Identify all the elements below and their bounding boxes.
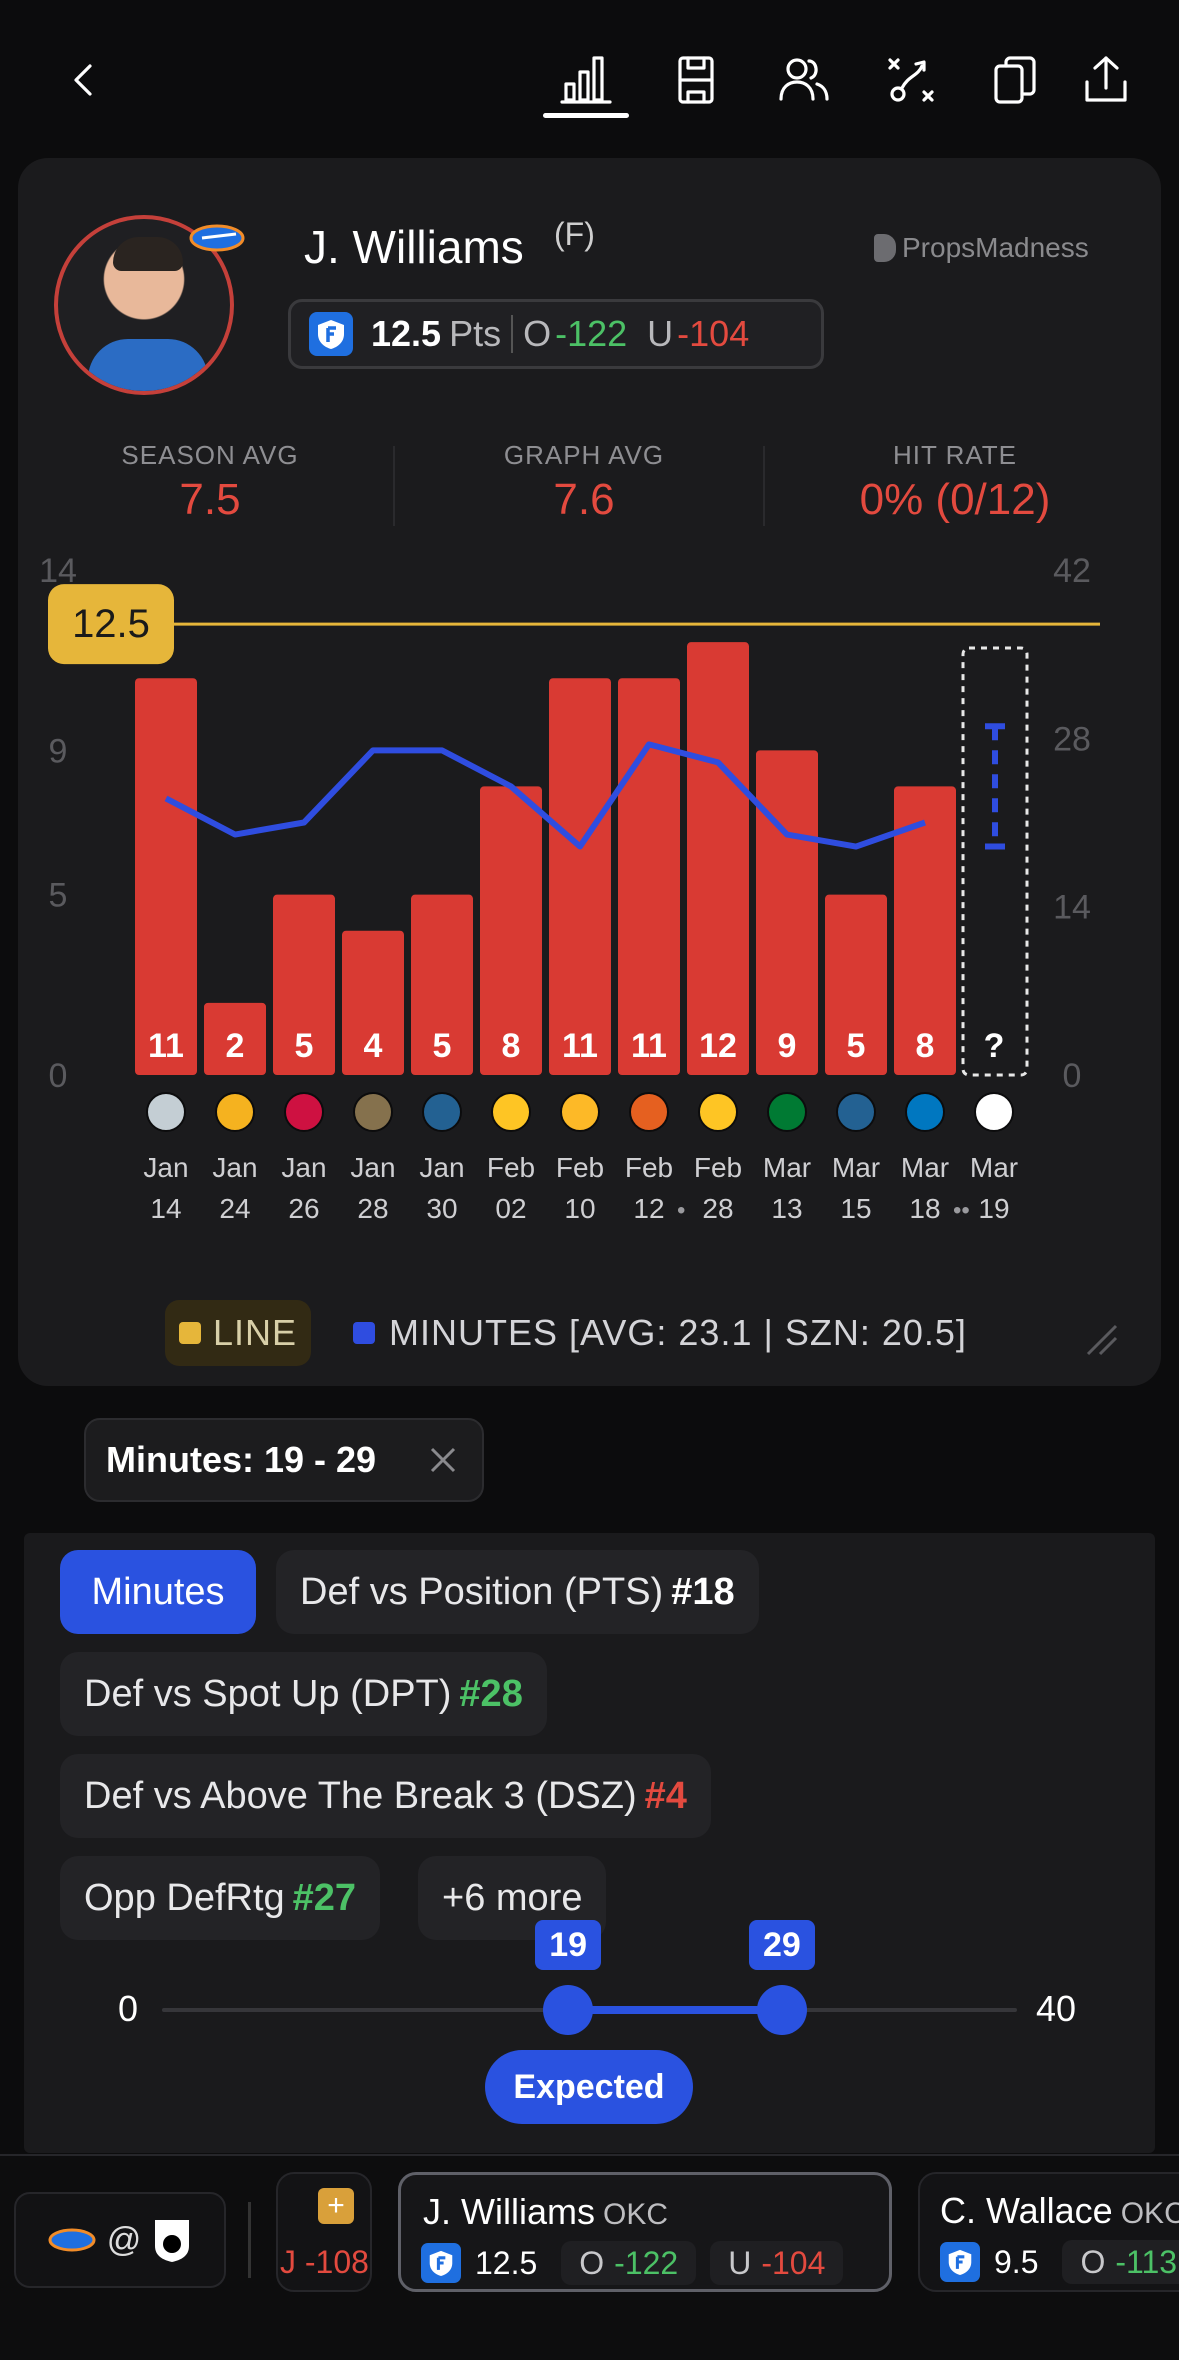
back-icon[interactable] [44,40,124,120]
season-avg-label: SEASON AVG [121,440,299,470]
legend-minutes[interactable]: MINUTES [AVG: 23.1 | SZN: 20.5] [323,1312,967,1354]
cards-icon[interactable] [976,40,1056,120]
next-player-row: 9.5 O -113 [940,2240,1179,2284]
matchup-box[interactable]: @ [14,2192,226,2288]
graph-avg-stat: GRAPH AVG 7.6 [466,440,702,525]
filter-def-vs-position[interactable]: Def vs Position (PTS) #18 [276,1550,759,1634]
hit-rate-label: HIT RATE [892,440,1018,470]
filter-def-vs-atb3[interactable]: Def vs Above The Break 3 (DSZ) #4 [60,1754,711,1838]
resize-icon[interactable] [1082,1320,1118,1356]
play-diagram-icon[interactable] [872,40,952,120]
filter-spot-up-label: Def vs Spot Up (DPT) [84,1672,452,1715]
matchup-at: @ [106,2220,142,2259]
filter-defrtg-label: Opp DefRtg [84,1876,285,1919]
filter-def-pos-label: Def vs Position (PTS) [300,1570,664,1613]
brand-logo: PropsMadness [874,232,1089,264]
legend-minutes-swatch [353,1322,376,1344]
graph-avg-value: 7.6 [553,475,615,524]
okc-logo-icon [189,224,245,252]
add-icon: + [318,2188,354,2224]
slider-low-value: 19 [535,1920,602,1970]
players-icon[interactable] [764,40,844,120]
active-filter-label: Minutes: 19 - 29 [106,1439,377,1480]
filter-atb3-label: Def vs Above The Break 3 (DSZ) [84,1774,637,1817]
season-avg-stat: SEASON AVG 7.5 [100,440,320,525]
player-card: J. Williams (F) PropsMadness 12.5 Pts O … [18,158,1161,1386]
filter-minutes[interactable]: Minutes [60,1550,256,1634]
legend-minutes-label: MINUTES [AVG: 23.1 | SZN: 20.5] [389,1312,967,1353]
player-name: J. Williams [304,221,524,273]
nets-logo-icon [155,2220,190,2262]
close-icon[interactable] [428,1445,458,1475]
next-player-card[interactable]: C. Wallace OKC 9.5 O -113 [918,2172,1179,2292]
current-line: 12.5 [475,2244,538,2281]
prop-line-pill[interactable]: 12.5 Pts O -122 U -104 [288,299,824,369]
brand-icon [874,234,896,262]
player-position: (F) [554,216,595,252]
slider-low-handle[interactable] [543,1985,594,2035]
slider-high-value: 29 [748,1920,815,1970]
top-nav [0,0,1179,150]
hit-rate-stat: HIT RATE 0% (0/12) [838,440,1072,525]
current-over[interactable]: O -122 [561,2241,697,2285]
season-avg-value: 7.5 [179,475,241,524]
court-icon[interactable] [656,40,736,120]
active-tab-indicator [543,113,629,118]
bar-chart-icon[interactable] [546,40,626,120]
current-player-row: 12.5 O -122 U -104 [421,2241,844,2285]
filter-def-vs-spot-up[interactable]: Def vs Spot Up (DPT) #28 [60,1652,547,1736]
over-label: O [523,313,552,354]
player-avatar [54,215,234,395]
minutes-slider-range [568,2006,782,2014]
prop-line-value: 12.5 [371,313,442,354]
active-filter-chip[interactable]: Minutes: 19 - 29 [84,1418,484,1502]
stat-divider [393,446,395,526]
legend-line-swatch [179,1322,201,1344]
okc-logo-icon [48,2228,96,2252]
filter-minutes-label: Minutes [91,1570,225,1613]
expected-button[interactable]: Expected [485,2050,693,2124]
filter-panel [24,1533,1155,2153]
prev-player-card[interactable]: + J -108 [276,2172,372,2292]
fanduel-icon [940,2242,980,2282]
over-odds: -122 [555,313,628,354]
bar-divider [248,2202,251,2278]
next-over[interactable]: O -113 [1062,2240,1179,2284]
legend-line[interactable]: LINE [165,1300,312,1366]
filter-opp-defrtg[interactable]: Opp DefRtg #27 [60,1856,381,1940]
prev-player-odds: J -108 [280,2244,369,2280]
legend-line-label: LINE [213,1312,298,1353]
filter-defrtg-rank: #27 [292,1876,357,1919]
pill-divider [511,315,514,353]
chart-legend: LINE MINUTES [AVG: 23.1 | SZN: 20.5] [165,1300,967,1366]
prop-unit: Pts [449,313,502,354]
filter-spot-up-rank: #28 [459,1672,523,1715]
current-player-card[interactable]: J. Williams OKC 12.5 O -122 U -104 [398,2172,892,2292]
graph-avg-label: GRAPH AVG [503,440,665,470]
hit-rate-value: 0% (0/12) [859,475,1051,524]
filter-def-pos-rank: #18 [671,1570,735,1613]
slider-min-label: 0 [118,1988,139,2029]
current-under[interactable]: U -104 [710,2241,844,2285]
current-player-name: J. Williams OKC [423,2191,668,2232]
filter-atb3-rank: #4 [644,1774,687,1817]
under-odds: -104 [677,313,750,354]
stat-divider [763,446,765,526]
under-label: U [647,313,674,354]
slider-high-handle[interactable] [756,1985,807,2035]
fanduel-icon [421,2243,461,2283]
bottom-player-bar: @ + J -108 J. Williams OKC 12.5 O -122 U -1… [0,2154,1179,2360]
next-line: 9.5 [994,2243,1039,2280]
brand-name: PropsMadness [902,232,1089,263]
slider-max-label: 40 [1036,1988,1077,2029]
share-icon[interactable] [1066,40,1146,120]
filter-more-label: +6 more [442,1876,583,1919]
next-player-name: C. Wallace OKC [940,2190,1179,2231]
fanduel-icon [309,312,353,356]
